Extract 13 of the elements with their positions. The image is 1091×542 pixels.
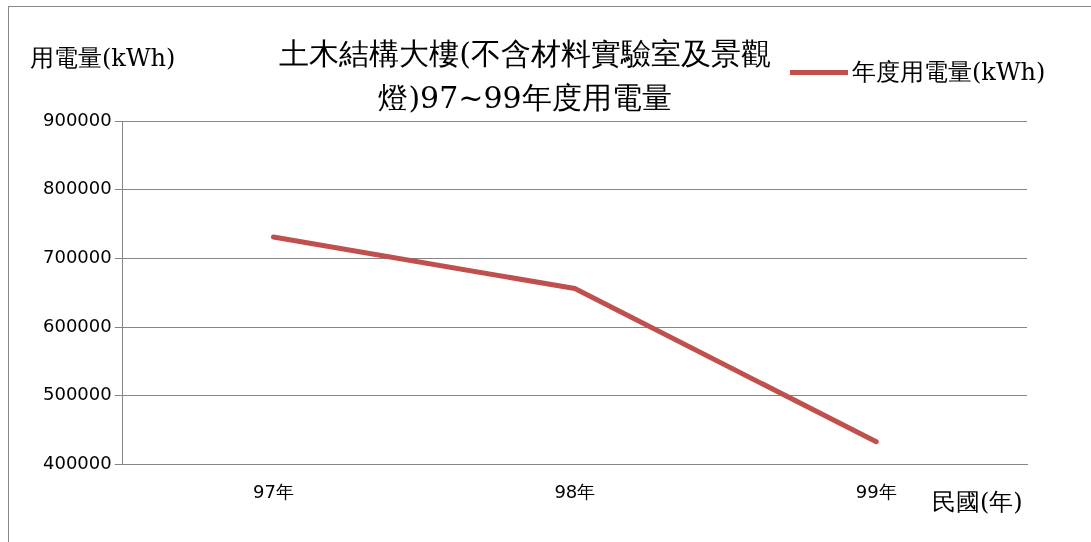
y-tick-label: 600000 <box>42 314 112 336</box>
x-tick-label: 98年 <box>554 480 596 502</box>
y-tick-label: 800000 <box>42 177 112 199</box>
legend-label: 年度用電量(kWh) <box>852 57 1046 88</box>
y-tick-label: 400000 <box>42 452 112 474</box>
x-axis-title: 民國(年) <box>932 487 1023 518</box>
y-tick-label: 700000 <box>42 246 112 268</box>
x-tick-label: 97年 <box>252 480 294 502</box>
chart-title: 土木結構大樓(不含材料實驗室及景觀燈)97~99年度用電量 <box>278 35 772 117</box>
y-tick-label: 900000 <box>42 108 112 130</box>
y-axis-title: 用電量(kWh) <box>30 43 176 74</box>
y-tick-label: 500000 <box>42 383 112 405</box>
x-tick-label: 99年 <box>855 480 897 502</box>
